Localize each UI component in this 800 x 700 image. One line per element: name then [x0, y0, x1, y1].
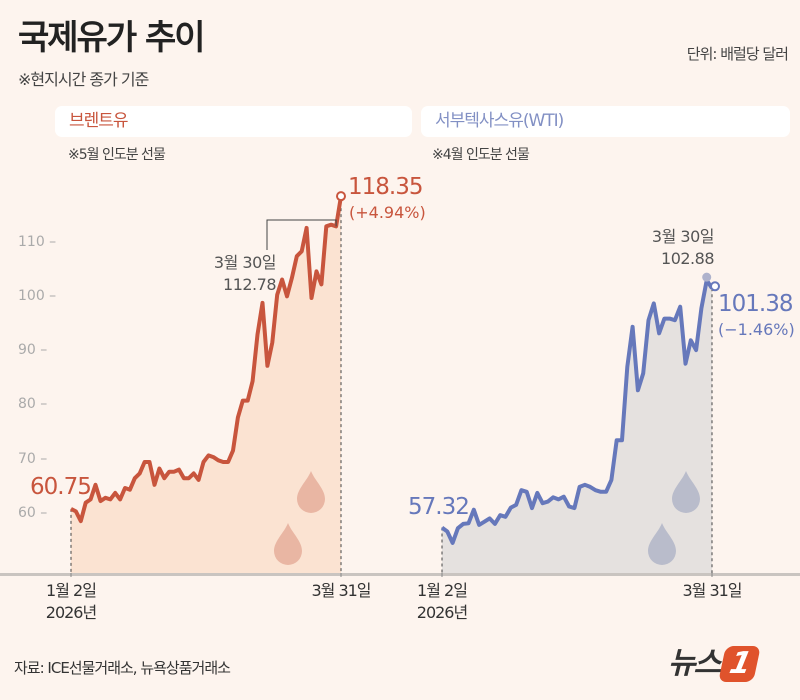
page-title: 국제유가 추이 [18, 18, 206, 58]
brent-line [70, 195, 343, 524]
brent-last-change: (+4.94%) [349, 203, 426, 222]
wti-x-end: 3월 31일 [682, 581, 742, 600]
brent-last-value: 118.35 [348, 174, 423, 200]
news1-logo-text: 뉴스 [668, 646, 721, 681]
wti-header: 서부텍사스유(WTI) [421, 106, 790, 137]
y-tick-label: 110 – [18, 233, 57, 250]
wti-start-label: 57.32 [408, 494, 470, 520]
oil-drop-icon [672, 471, 700, 513]
wti-x-start-year: 2026년 [416, 603, 468, 622]
y-tick-label: 70 – [18, 450, 48, 467]
wti-note: ※4월 인도분 선물 [432, 147, 530, 163]
brent-last-point [336, 191, 346, 202]
wti-x-start: 1월 2일 2026년 [402, 580, 482, 624]
wti-prev-annotation: 3월 30일 102.88 [628, 226, 715, 270]
wti-prev-date: 3월 30일 [651, 227, 715, 246]
brent-x-start-year: 2026년 [45, 603, 97, 622]
y-tick-label: 60 – [18, 505, 48, 521]
brent-header: 브렌트유 [55, 106, 412, 137]
y-tick-label: 90 – [18, 342, 48, 359]
wti-line [440, 278, 714, 545]
brent-title: 브렌트유 [69, 111, 129, 131]
brent-x-start: 1월 2일 2026년 [31, 580, 111, 624]
wti-last-change: (−1.46%) [718, 320, 795, 339]
brent-start-label: 60.75 [30, 474, 92, 500]
brent-x-start-date: 1월 2일 [46, 581, 97, 600]
wti-prev-point [702, 272, 712, 282]
brent-note: ※5월 인도분 선물 [68, 147, 166, 163]
wti-last-point [710, 281, 720, 292]
unit-label: 단위: 배럴당 달러 [686, 45, 789, 63]
y-tick-label: 80 – [18, 396, 48, 413]
brent-area [71, 196, 341, 573]
y-tick-label: 100 – [18, 287, 57, 304]
brent-prev-date: 3월 30일 [213, 253, 277, 272]
wti-prev-value: 102.88 [661, 249, 714, 268]
oil-drop-icon [274, 523, 302, 565]
oil-drop-icon [297, 471, 325, 513]
wti-title: 서부텍사스유(WTI) [435, 111, 564, 131]
basis-note: ※현지시간 종가 기준 [18, 70, 149, 89]
wti-last-value: 101.38 [718, 291, 793, 317]
wti-x-start-date: 1월 2일 [417, 581, 468, 600]
brent-prev-annotation: 3월 30일 112.78 [190, 252, 277, 296]
brent-prev-value: 112.78 [223, 275, 276, 294]
wti-area [442, 280, 712, 573]
oil-drop-icon [648, 523, 676, 565]
x-axis-baseline [0, 573, 800, 576]
brent-prev-leader [266, 219, 337, 250]
news1-logo: 뉴스 1 [668, 646, 761, 682]
source-note: 자료: ICE선물거래소, 뉴욕상품거래소 [14, 659, 231, 677]
brent-x-end: 3월 31일 [311, 581, 371, 600]
